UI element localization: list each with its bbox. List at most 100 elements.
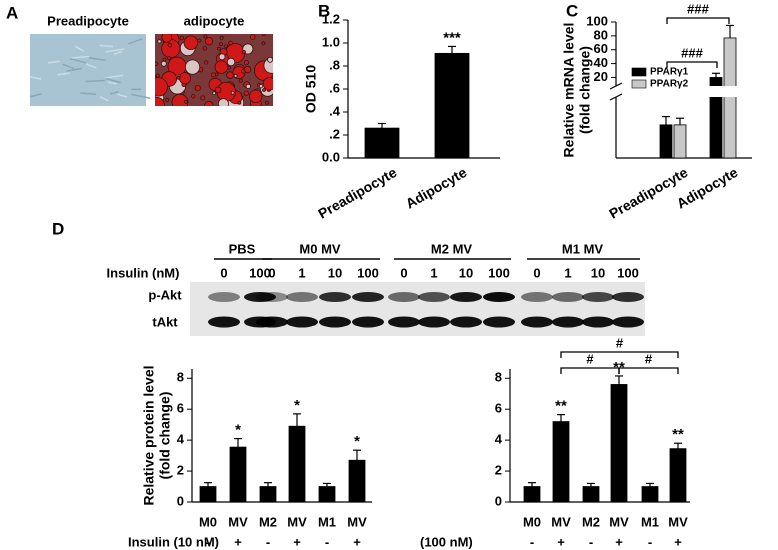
comparison-label: # [616, 335, 624, 350]
comparison-bracket [666, 61, 718, 68]
lipid-droplet [179, 35, 184, 41]
lipid-droplet [176, 75, 181, 80]
lipid-droplet [171, 93, 189, 106]
break-mark [609, 82, 623, 90]
legend-label: PPARγ2 [650, 79, 689, 90]
x-tick-label: MV [668, 514, 688, 529]
x-tick-label: M1 [318, 514, 336, 529]
lipid-droplet [219, 42, 223, 47]
lipid-droplet [262, 77, 273, 91]
band [388, 316, 420, 328]
y-tick-label: 80 [594, 27, 608, 42]
cell-streak [70, 55, 90, 59]
lipid-droplet [238, 78, 243, 83]
cell-streak [62, 63, 75, 70]
lipid-droplet [155, 77, 168, 97]
lipid-droplet [212, 91, 217, 96]
band [286, 292, 318, 302]
droplets [155, 34, 273, 106]
bar [610, 384, 628, 503]
lipid-droplet [214, 60, 229, 74]
band [612, 316, 644, 328]
x-tick-label: MV [609, 514, 629, 529]
lipid-droplet [200, 95, 206, 101]
bar [434, 52, 470, 159]
lipid-droplet [155, 61, 158, 66]
comparison-bracket [618, 367, 679, 374]
legend-swatch [631, 79, 647, 89]
dose-title: Insulin (nM) [107, 265, 180, 280]
treatment-sign: - [589, 534, 593, 549]
lipid-droplet [243, 59, 249, 66]
y-tick-label: 6 [177, 401, 184, 416]
band [286, 316, 318, 328]
lipid-droplet [161, 39, 181, 59]
lipid-droplet [165, 97, 170, 102]
lipid-droplet [160, 60, 167, 67]
x-tick-label: MV [551, 514, 571, 529]
lipid-droplet [262, 88, 266, 92]
lipid-droplet [204, 60, 209, 65]
comparison-label: ### [681, 45, 703, 60]
group-label: M0 MV [299, 241, 341, 256]
lipid-droplet [202, 46, 208, 51]
band [450, 292, 482, 302]
lipid-droplet [204, 100, 214, 106]
bar [199, 486, 217, 503]
treatment-sign: - [206, 534, 210, 549]
cell-streak [74, 45, 85, 52]
band [521, 292, 553, 302]
band [388, 292, 420, 302]
significance: * [235, 422, 241, 439]
cell-streak [66, 67, 83, 72]
y-tick-label: 1.0 [322, 34, 340, 49]
lipid-droplet [227, 65, 232, 70]
dose-label: 100 [357, 265, 379, 280]
y-axis-label: Relative protein level [141, 365, 157, 505]
panel-label: D [52, 219, 64, 238]
bar [582, 486, 600, 503]
band [244, 292, 276, 302]
cell-streak [99, 96, 109, 102]
image-label: adipocyte [184, 13, 245, 28]
group-label: M1 MV [562, 241, 604, 256]
band [418, 292, 450, 302]
cell-streak [105, 48, 125, 53]
lipid-droplet [237, 100, 242, 105]
break-mark [609, 93, 623, 101]
significance: ** [672, 426, 684, 443]
band [208, 316, 240, 328]
band [352, 316, 384, 328]
band [552, 316, 584, 328]
micrograph [30, 34, 146, 106]
band [319, 292, 351, 302]
lipid-droplet [184, 59, 201, 75]
lipid-droplet [162, 57, 167, 62]
lipid-droplet [179, 72, 192, 85]
bar [659, 124, 673, 159]
x-tick-label: Preadipocyte [315, 164, 399, 222]
cell-streak [88, 56, 106, 62]
bar [259, 486, 277, 503]
cell-streak [131, 93, 151, 99]
bar [318, 486, 336, 503]
dose-label: 10 [591, 265, 605, 280]
treatment-sign: - [266, 534, 270, 549]
y-tick-label: 100 [586, 13, 608, 28]
lipid-droplet [203, 34, 208, 39]
x-tick-label: Preadipocyte [606, 164, 690, 222]
comparison-label: # [586, 351, 594, 366]
y-tick-label: .2 [329, 126, 340, 141]
lipid-droplet [242, 49, 246, 54]
treatment-sign: + [674, 534, 682, 549]
x-tick-label: M2 [259, 514, 277, 529]
lipid-droplet [226, 71, 234, 79]
dose-label: 0 [268, 265, 275, 280]
band [418, 316, 450, 328]
legend-swatch [631, 67, 647, 77]
blot-row-label: p-Akt [148, 287, 182, 302]
x-tick-label: M0 [523, 514, 541, 529]
y-tick-label: 40 [594, 55, 608, 70]
x-tick-label: Adipocyte [403, 164, 470, 212]
